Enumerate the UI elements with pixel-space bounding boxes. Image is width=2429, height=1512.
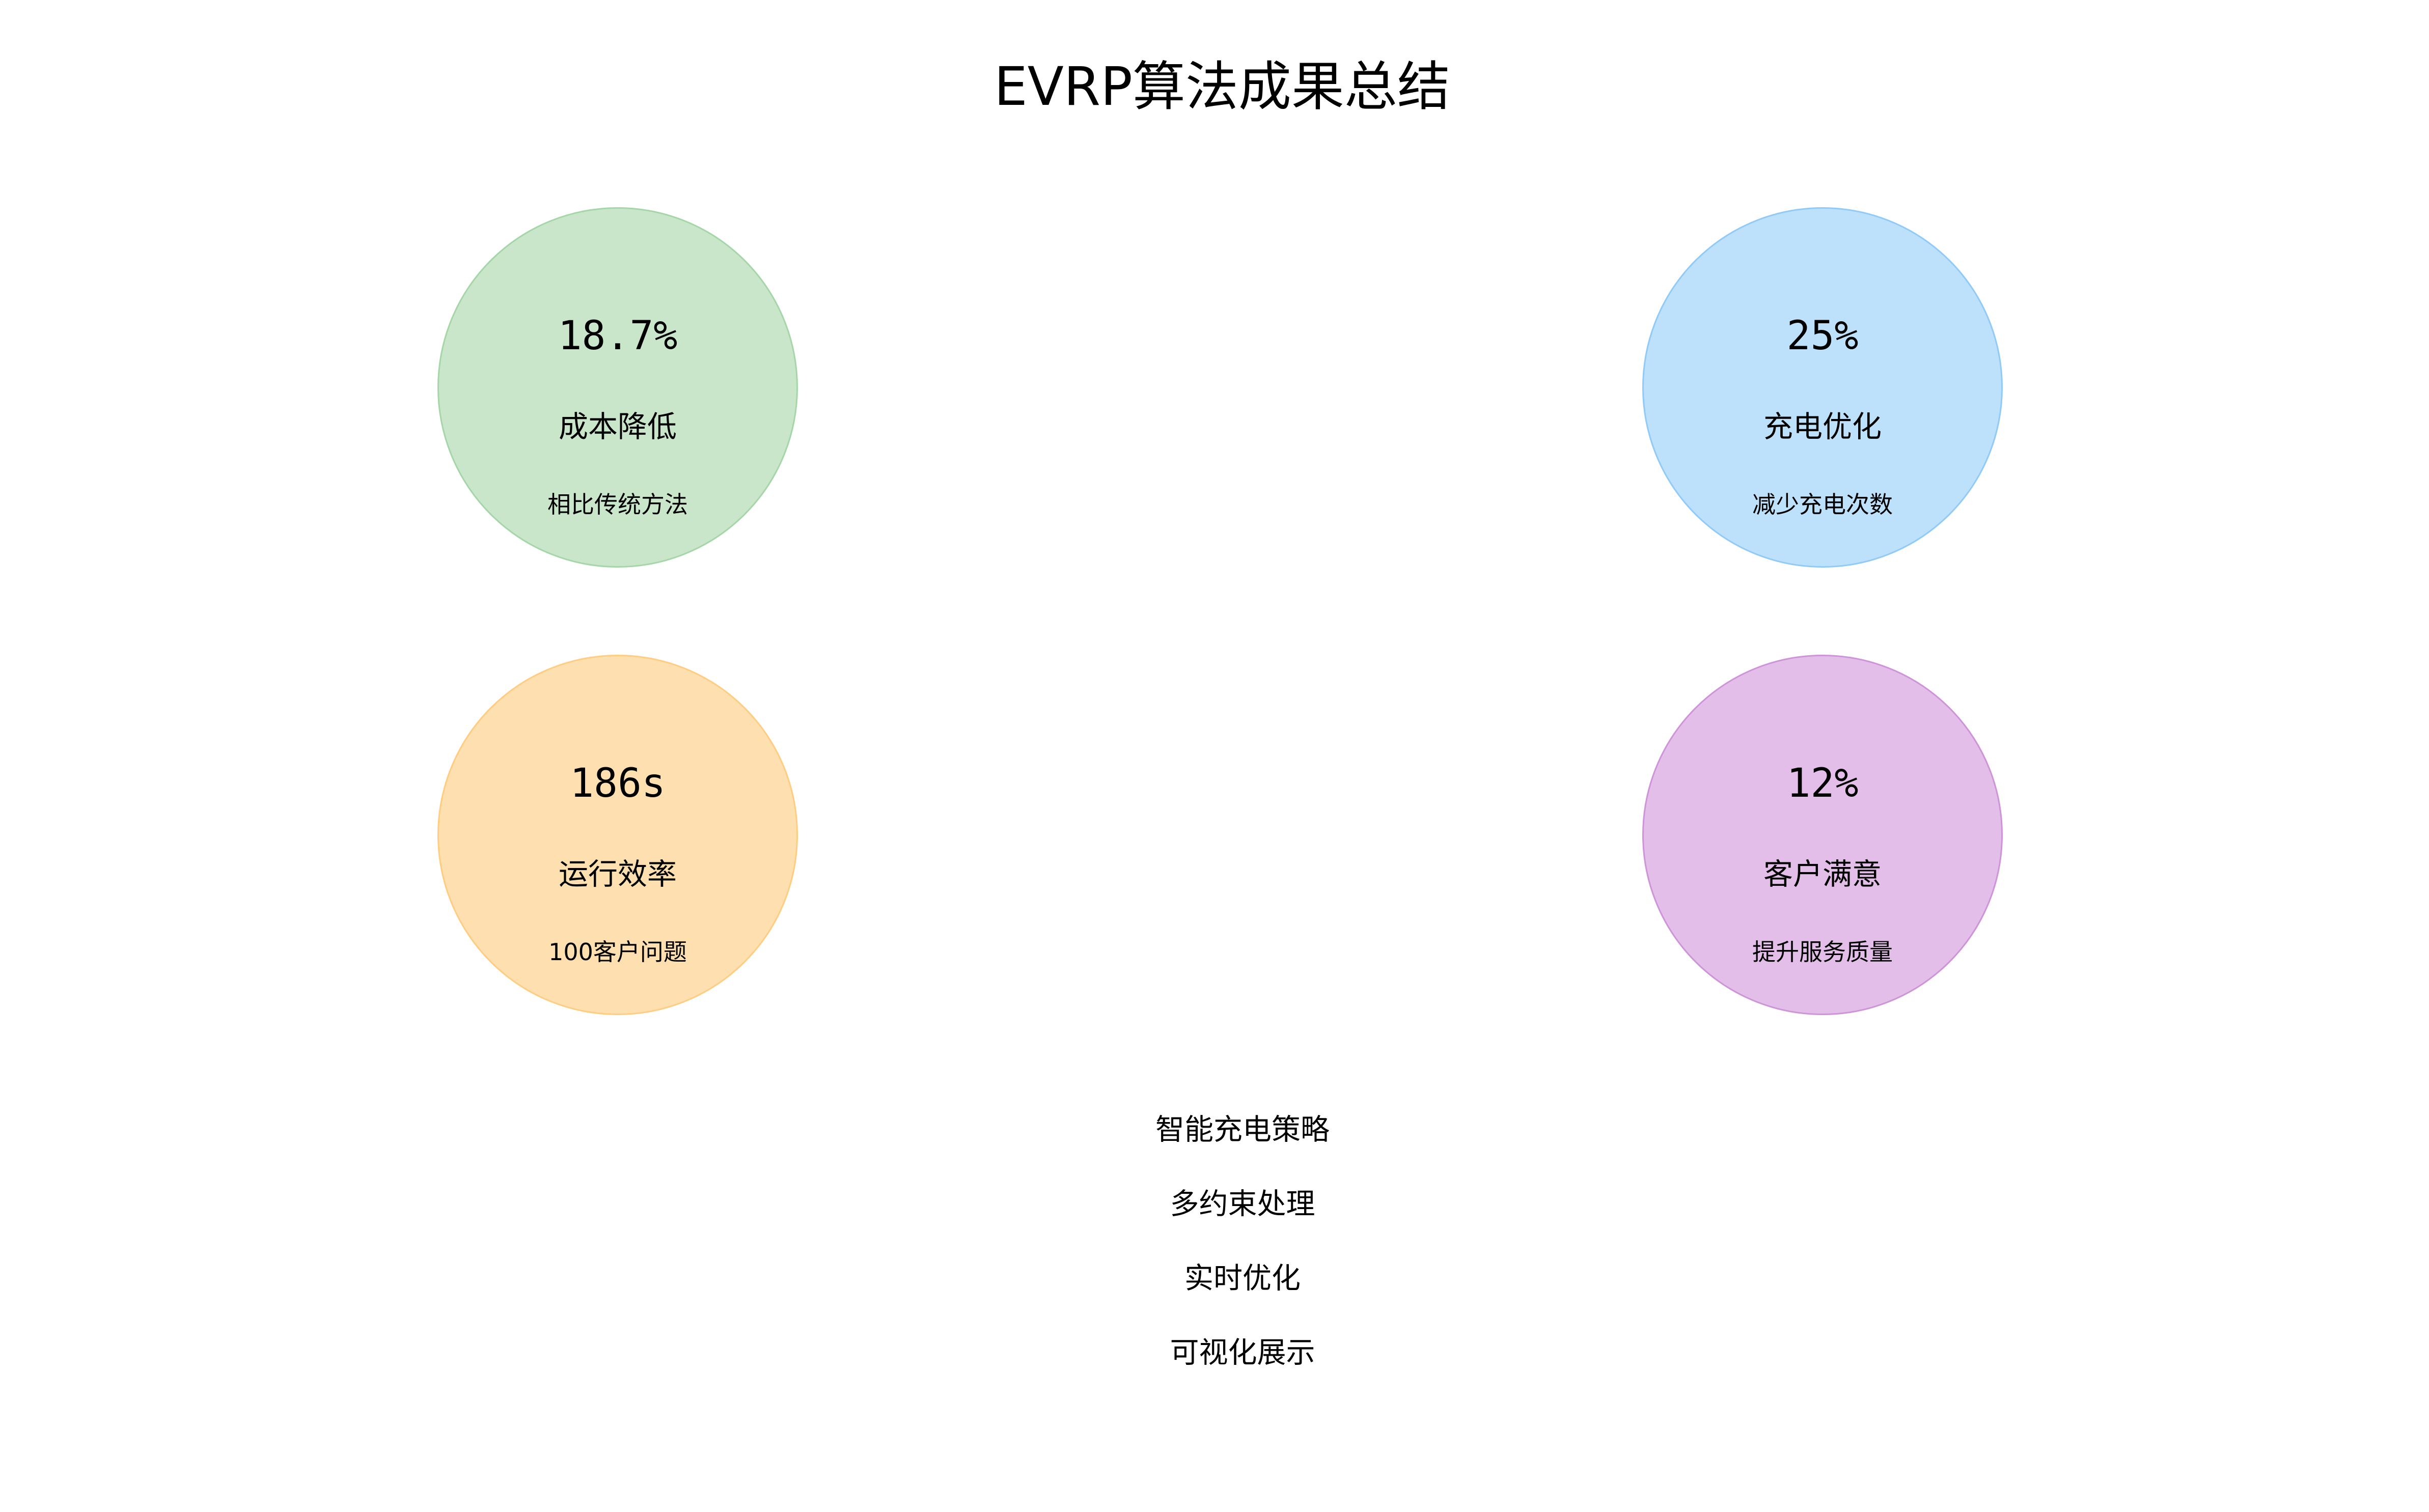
- metric-circle-customer-satisfaction: 12% 客户满意 提升服务质量: [1642, 655, 2003, 1015]
- metric-circle-runtime-efficiency: 186s 运行效率 100客户问题: [437, 655, 798, 1015]
- metric-value: 25%: [1786, 313, 1859, 359]
- metric-label: 充电优化: [1763, 409, 1882, 444]
- feature-item: 多约束处理: [1170, 1187, 1315, 1221]
- feature-item: 实时优化: [1184, 1262, 1301, 1295]
- metric-circle-cost-reduction: 18.7% 成本降低 相比传统方法: [437, 207, 798, 568]
- metric-subtitle: 减少充电次数: [1752, 491, 1893, 518]
- metric-label: 运行效率: [558, 857, 677, 891]
- metric-subtitle: 提升服务质量: [1752, 938, 1893, 966]
- diagram-title: EVRP算法成果总结: [994, 55, 1450, 118]
- metric-subtitle: 100客户问题: [548, 938, 687, 966]
- feature-item: 智能充电策略: [1155, 1113, 1330, 1146]
- feature-item: 可视化展示: [1170, 1336, 1315, 1369]
- metric-label: 客户满意: [1763, 857, 1882, 891]
- metric-label: 成本降低: [558, 409, 677, 444]
- metric-value: 18.7%: [558, 313, 678, 359]
- metric-subtitle: 相比传统方法: [547, 491, 688, 518]
- metric-value: 186s: [570, 761, 666, 806]
- metric-circle-charging-optimization: 25% 充电优化 减少充电次数: [1642, 207, 2003, 568]
- metric-value: 12%: [1786, 761, 1859, 806]
